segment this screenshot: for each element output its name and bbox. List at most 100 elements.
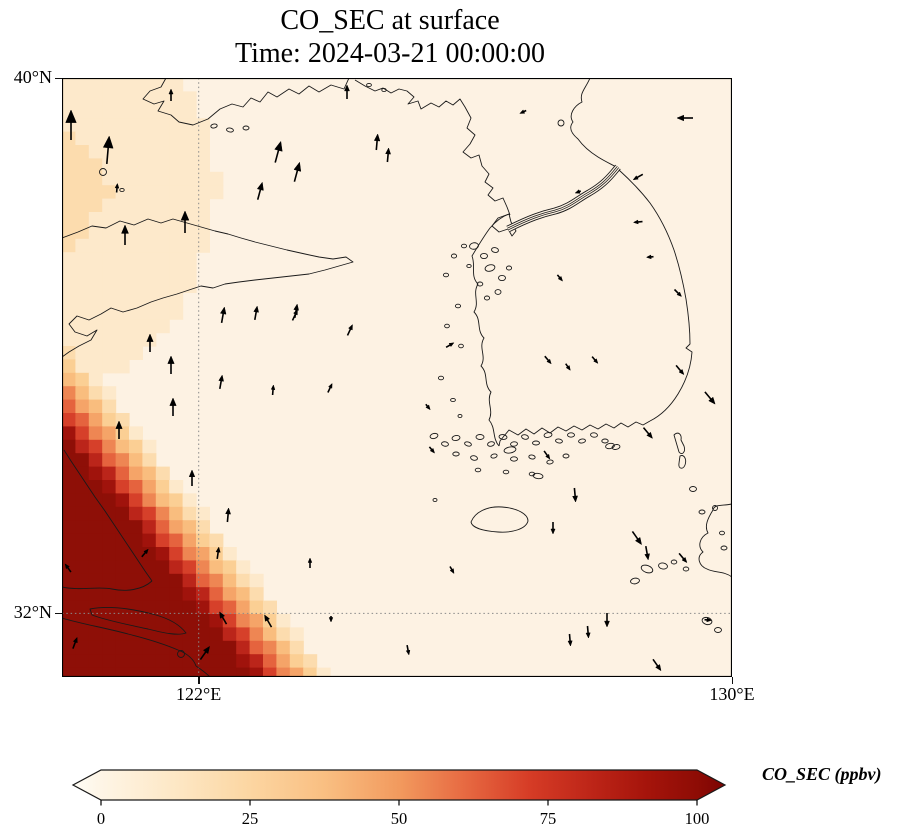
islet (177, 650, 185, 658)
field-cell (88, 319, 103, 334)
field-cell (88, 305, 103, 320)
coastline (498, 420, 651, 447)
field-cell (182, 158, 197, 173)
field-cell (62, 654, 76, 669)
wind-arrow-head (293, 303, 299, 311)
wind-arrow-head (146, 333, 154, 342)
field-cell (129, 560, 143, 575)
field-cell (62, 372, 76, 387)
field-cell (115, 305, 130, 320)
field-cell (62, 399, 76, 414)
field-cell (115, 439, 130, 454)
field-cell (155, 145, 170, 159)
field-cell (182, 640, 197, 655)
field-cell (276, 614, 291, 628)
field-cell (62, 91, 76, 106)
field-cell (169, 131, 184, 146)
wind-arrow-head (645, 254, 652, 260)
field-cell (222, 560, 237, 575)
field-cell (155, 654, 170, 669)
field-cell (316, 667, 331, 677)
field-cell (155, 252, 170, 267)
field-cell (75, 319, 90, 334)
field-cell (196, 654, 210, 669)
field-cell (102, 212, 117, 226)
island (689, 486, 697, 492)
field-cell (222, 600, 237, 615)
coastline (470, 506, 529, 533)
coastline (142, 78, 350, 126)
field-cell (75, 359, 90, 374)
coastline (63, 449, 153, 582)
field-cell (142, 533, 157, 548)
field-cell (102, 399, 117, 414)
field-cell (62, 614, 76, 628)
field-cell (62, 346, 76, 360)
field-cell (102, 640, 117, 655)
field-cell (102, 560, 117, 575)
field-cell (142, 573, 157, 588)
field-cell (303, 667, 318, 677)
wind-arrow-head (215, 546, 221, 553)
field-cell (129, 493, 143, 508)
field-cell (115, 627, 130, 642)
field-cell (88, 466, 103, 481)
field-cell (155, 573, 170, 588)
field-cell (142, 118, 157, 133)
field-cell (75, 413, 90, 427)
field-cell (169, 305, 184, 320)
island (555, 438, 563, 444)
wind-arrow-head (256, 181, 264, 191)
field-cell (222, 614, 237, 628)
field-cell (62, 332, 76, 347)
field-cell (129, 332, 143, 347)
wind-arrow-head (373, 133, 381, 142)
field-cell (129, 265, 143, 280)
field-cell (182, 600, 197, 615)
field-cell (75, 533, 90, 548)
field-cell (62, 439, 76, 454)
field-cell (129, 547, 143, 561)
field-cell (196, 212, 210, 226)
y-axis-tick (55, 77, 62, 79)
field-cell (155, 292, 170, 307)
field-cell (263, 640, 277, 655)
field-cell (129, 480, 143, 494)
wind-arrow-head (676, 291, 682, 297)
field-cell (142, 265, 157, 280)
field-cell (88, 346, 103, 360)
field-cell (75, 667, 90, 677)
field-cell (115, 279, 130, 293)
field-cell (88, 587, 103, 602)
field-cell (182, 265, 197, 280)
field-cell (182, 131, 197, 146)
field-cell (289, 667, 304, 677)
field-cell (115, 654, 130, 669)
field-cell (115, 118, 130, 133)
field-cell (115, 332, 130, 347)
field-cell (169, 171, 184, 186)
wind-arrow-head (632, 175, 639, 181)
field-cell (196, 171, 210, 186)
field-cell (169, 145, 184, 159)
wind-arrow-head (385, 147, 391, 155)
field-cell (102, 225, 117, 240)
field-cell (196, 667, 210, 677)
field-cell (142, 292, 157, 307)
field-cell (62, 480, 76, 494)
field-cell (209, 654, 224, 669)
field-cell (88, 520, 103, 535)
field-cell (88, 78, 103, 92)
field-cell (102, 493, 117, 508)
field-cell (102, 587, 117, 602)
field-cell (142, 466, 157, 481)
island (510, 441, 518, 447)
field-cell (88, 279, 103, 293)
island (366, 82, 372, 88)
wind-arrow-head (115, 420, 123, 429)
field-cell (169, 185, 184, 200)
field-cell (102, 171, 117, 186)
figure-title-line1: CO_SEC at surface (280, 5, 500, 36)
field-cell (62, 587, 76, 602)
field-cell (115, 359, 130, 374)
